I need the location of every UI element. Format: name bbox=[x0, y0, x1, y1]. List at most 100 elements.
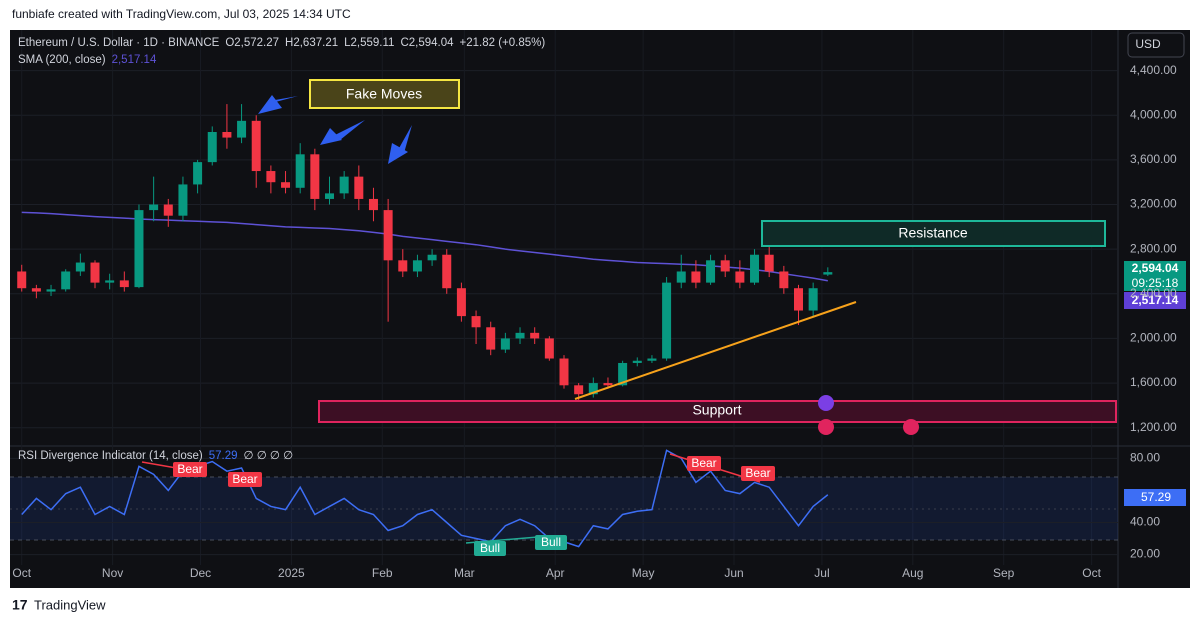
candle-body bbox=[354, 176, 364, 199]
sma-tag bbox=[1124, 292, 1186, 309]
y-tick-label: 3,200.00 bbox=[1130, 197, 1177, 211]
candle-body bbox=[735, 271, 745, 283]
fake-moves-label: Fake Moves bbox=[346, 86, 422, 102]
currency: USD bbox=[1135, 37, 1161, 51]
fake-moves-box bbox=[309, 79, 460, 109]
candle-body bbox=[325, 193, 335, 199]
price-tag bbox=[1124, 261, 1186, 291]
price-tag-label: 2,594.04 bbox=[1132, 261, 1179, 275]
candle-body bbox=[427, 254, 437, 261]
x-tick-label: Jun bbox=[724, 566, 743, 580]
candle-body bbox=[544, 338, 554, 359]
bull-label: Bull bbox=[541, 535, 561, 549]
rsi-label: RSI Divergence Indicator (14, close) bbox=[18, 450, 203, 462]
rsi-legend: RSI Divergence Indicator (14, close) 57.2… bbox=[18, 450, 293, 462]
x-tick-label: Nov bbox=[102, 566, 123, 580]
candle-body bbox=[237, 120, 247, 138]
candle-body bbox=[750, 254, 760, 283]
candle-body bbox=[46, 289, 56, 292]
ohlc-value: 2,572.27 bbox=[234, 37, 279, 49]
logo: 17 bbox=[12, 597, 28, 613]
candle-body bbox=[398, 260, 408, 272]
resistance-box bbox=[761, 220, 1106, 247]
sma-tag-label: 2,517.14 bbox=[1132, 293, 1179, 307]
x-tick-label: Apr bbox=[546, 566, 565, 580]
support-box bbox=[318, 400, 1117, 423]
bull-tag bbox=[474, 541, 506, 556]
y-tick-label: 2,000.00 bbox=[1130, 331, 1177, 345]
candle-body bbox=[530, 332, 540, 339]
event-icon[interactable] bbox=[903, 419, 919, 435]
arrows bbox=[258, 95, 412, 164]
ohlc-value: 2,594.04 bbox=[409, 37, 454, 49]
bear-tag bbox=[173, 462, 207, 477]
bear-tag bbox=[687, 456, 721, 471]
y-tick-label: 40.00 bbox=[1130, 515, 1160, 529]
candle-body bbox=[134, 210, 144, 288]
ohlc-key: C bbox=[400, 37, 408, 49]
x-tick-label: Feb bbox=[372, 566, 393, 580]
rsi-value: 57.29 bbox=[209, 450, 238, 462]
candle-body bbox=[178, 184, 188, 216]
x-tick-label: Oct bbox=[1082, 566, 1101, 580]
candle-body bbox=[310, 154, 320, 199]
candle-body bbox=[207, 131, 217, 163]
candle-body bbox=[764, 254, 774, 272]
y-tick-label: 1,200.00 bbox=[1130, 420, 1177, 434]
candle-body bbox=[632, 360, 642, 363]
x-tick-label: Jul bbox=[814, 566, 829, 580]
y-tick-label: 1,600.00 bbox=[1130, 375, 1177, 389]
candle-body bbox=[574, 385, 584, 395]
candle-body bbox=[383, 210, 393, 261]
rsi-tag-label: 57.29 bbox=[1141, 490, 1171, 504]
candle-body bbox=[31, 288, 41, 292]
candle-body bbox=[676, 271, 686, 283]
arrow bbox=[258, 95, 282, 114]
countdown: 09:25:18 bbox=[1132, 276, 1179, 290]
symbol: Ethereum / U.S. Dollar · 1D · BINANCE O2,… bbox=[18, 37, 545, 49]
arrow bbox=[335, 120, 365, 140]
bear-label: Bear bbox=[745, 466, 770, 480]
x-tick-label: Oct bbox=[12, 566, 31, 580]
rsi-pane bbox=[10, 449, 1118, 556]
ohlc-key: H bbox=[285, 37, 293, 49]
candle-body bbox=[588, 383, 598, 395]
rsi-tag bbox=[1124, 489, 1186, 506]
candle-body bbox=[456, 288, 466, 317]
event-icon[interactable] bbox=[818, 395, 834, 411]
candle-body bbox=[662, 282, 672, 359]
candle-body bbox=[412, 260, 422, 272]
candle-body bbox=[647, 358, 657, 361]
candle-body bbox=[295, 154, 305, 188]
candle-body bbox=[368, 198, 378, 211]
support-label: Support bbox=[692, 402, 741, 418]
event-icon[interactable] bbox=[818, 419, 834, 435]
rsi-line bbox=[21, 449, 829, 548]
ohlc-value: 2,559.11 bbox=[351, 37, 395, 49]
x-tick-label: Aug bbox=[902, 566, 923, 580]
y-tick-label: 4,400.00 bbox=[1130, 63, 1177, 77]
candle-body bbox=[486, 327, 496, 350]
candle-body bbox=[442, 254, 452, 289]
price-pane bbox=[10, 30, 1118, 565]
candle-body bbox=[251, 120, 261, 172]
candle-body bbox=[691, 271, 701, 283]
y-tick-label: 80.00 bbox=[1130, 451, 1160, 465]
candle-body bbox=[500, 338, 510, 350]
symbol-name: Ethereum / U.S. Dollar · 1D · BINANCE bbox=[18, 37, 220, 49]
brand: TradingView bbox=[34, 597, 106, 612]
candle-body bbox=[75, 262, 85, 272]
candle-body bbox=[559, 358, 569, 386]
candle-body bbox=[149, 204, 159, 211]
candle-body bbox=[119, 280, 129, 288]
candle-body bbox=[266, 171, 276, 183]
sma-value: 2,517.14 bbox=[112, 54, 157, 66]
x-tick-label: 2025 bbox=[278, 566, 305, 580]
candle-body bbox=[808, 288, 818, 311]
sma-legend: SMA (200, close) 2,517.14 bbox=[18, 54, 157, 66]
sma-line bbox=[21, 211, 828, 282]
candle-body bbox=[779, 271, 789, 289]
currency-button[interactable] bbox=[1127, 32, 1185, 58]
rsi-flags: ∅ ∅ ∅ ∅ bbox=[244, 450, 294, 462]
